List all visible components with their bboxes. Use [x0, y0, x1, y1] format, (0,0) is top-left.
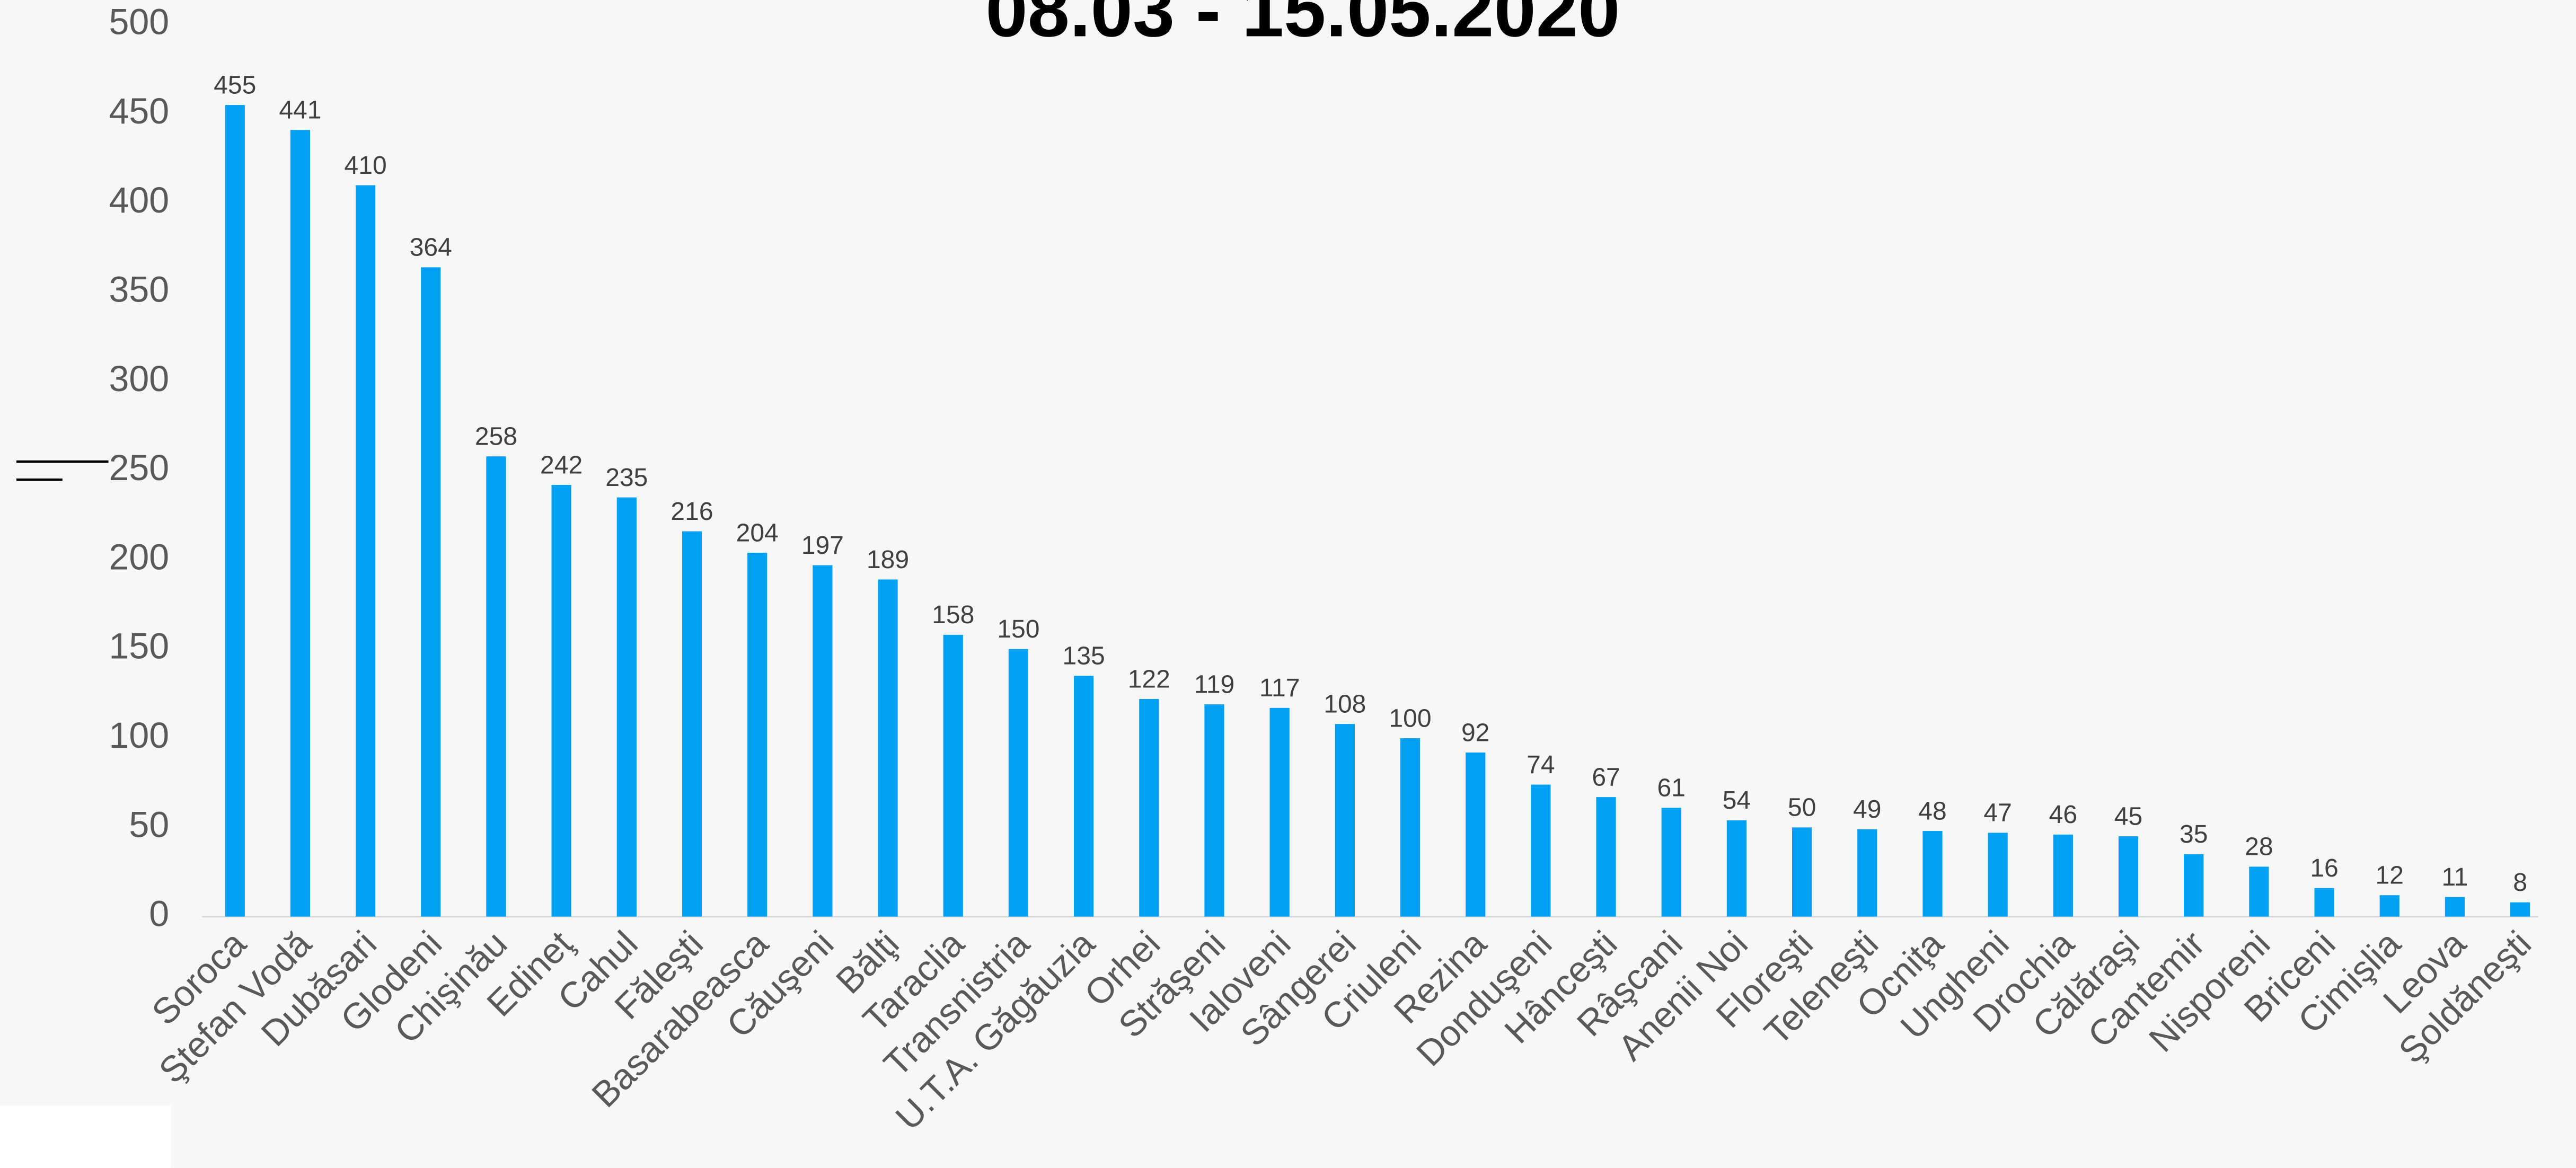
bar — [1661, 808, 1681, 917]
data-label: 441 — [279, 96, 321, 125]
y-tick-label: 400 — [109, 180, 169, 220]
data-label: 242 — [540, 451, 583, 479]
data-label: 410 — [345, 152, 387, 180]
bar — [2379, 895, 2399, 917]
bar — [421, 267, 441, 917]
data-label: 364 — [410, 234, 452, 262]
data-label: 204 — [736, 519, 779, 547]
bar — [486, 456, 506, 917]
data-label: 46 — [2049, 801, 2077, 829]
bar — [2510, 902, 2530, 917]
data-label: 47 — [1983, 799, 2012, 827]
y-tick-label: 150 — [109, 626, 169, 667]
bar — [1139, 698, 1159, 917]
data-label: 16 — [2310, 854, 2338, 882]
data-label: 235 — [605, 464, 648, 492]
data-label: 100 — [1389, 704, 1431, 732]
bar — [616, 497, 637, 917]
bar — [747, 552, 767, 917]
data-label: 67 — [1592, 763, 1620, 791]
bar — [1922, 831, 1943, 917]
bar — [1792, 827, 1812, 917]
y-tick-label: 0 — [149, 894, 169, 934]
data-label: 197 — [801, 532, 844, 560]
bar — [2249, 866, 2269, 917]
y-tick-label: 200 — [109, 537, 169, 577]
data-label: 11 — [2441, 863, 2468, 891]
bar — [2184, 854, 2204, 917]
blank-area — [0, 1105, 171, 1168]
data-label: 92 — [1461, 719, 1489, 747]
bar — [1596, 797, 1616, 917]
data-label: 455 — [214, 71, 256, 99]
bar — [1988, 833, 2008, 917]
data-label: 61 — [1657, 774, 1686, 802]
data-label: 54 — [1723, 786, 1751, 815]
data-label: 35 — [2180, 820, 2208, 848]
data-label: 8 — [2513, 869, 2527, 897]
data-label: 216 — [671, 498, 713, 526]
bar — [551, 485, 571, 917]
data-label: 189 — [867, 546, 909, 574]
data-label: 119 — [1194, 670, 1235, 698]
bar — [1726, 820, 1747, 917]
data-label: 158 — [932, 601, 974, 629]
bar — [682, 531, 702, 917]
data-label: 74 — [1527, 751, 1555, 779]
y-tick-label: 300 — [109, 359, 169, 399]
bar — [355, 185, 376, 917]
y-tick-label: 500 — [109, 2, 169, 42]
data-label: 12 — [2376, 862, 2404, 890]
bar — [1074, 676, 1094, 917]
data-label: 49 — [1853, 795, 1881, 824]
bar — [1335, 724, 1355, 917]
bar — [290, 130, 311, 917]
y-tick-label: 350 — [109, 270, 169, 310]
bar — [1400, 738, 1421, 917]
chart-title: 08.03 - 15.05.2020 — [985, 0, 1620, 52]
bar — [1008, 649, 1029, 917]
bar — [2053, 834, 2073, 917]
data-label: 135 — [1063, 642, 1105, 670]
bar — [1857, 829, 1877, 917]
bar — [2314, 888, 2334, 917]
bar — [813, 565, 833, 917]
bar — [1531, 784, 1551, 917]
bar — [225, 105, 245, 917]
bar — [1269, 707, 1290, 917]
y-tick-label: 450 — [109, 91, 169, 131]
bar — [943, 634, 963, 917]
bar — [1204, 704, 1224, 917]
y-tick-label: 50 — [129, 804, 169, 845]
data-label: 258 — [475, 423, 517, 451]
bar — [2445, 897, 2465, 917]
bar — [1466, 752, 1486, 917]
bar — [2118, 836, 2139, 917]
data-label: 48 — [1918, 797, 1946, 825]
y-tick-label: 250 — [109, 448, 169, 488]
data-label: 117 — [1259, 674, 1300, 702]
data-label: 50 — [1788, 794, 1816, 822]
data-label: 28 — [2245, 833, 2273, 861]
y-tick-label: 100 — [109, 715, 169, 756]
data-label: 108 — [1324, 690, 1366, 718]
data-label: 45 — [2114, 802, 2142, 830]
bar — [878, 579, 898, 917]
data-label: 122 — [1128, 665, 1170, 693]
data-label: 150 — [997, 615, 1039, 643]
